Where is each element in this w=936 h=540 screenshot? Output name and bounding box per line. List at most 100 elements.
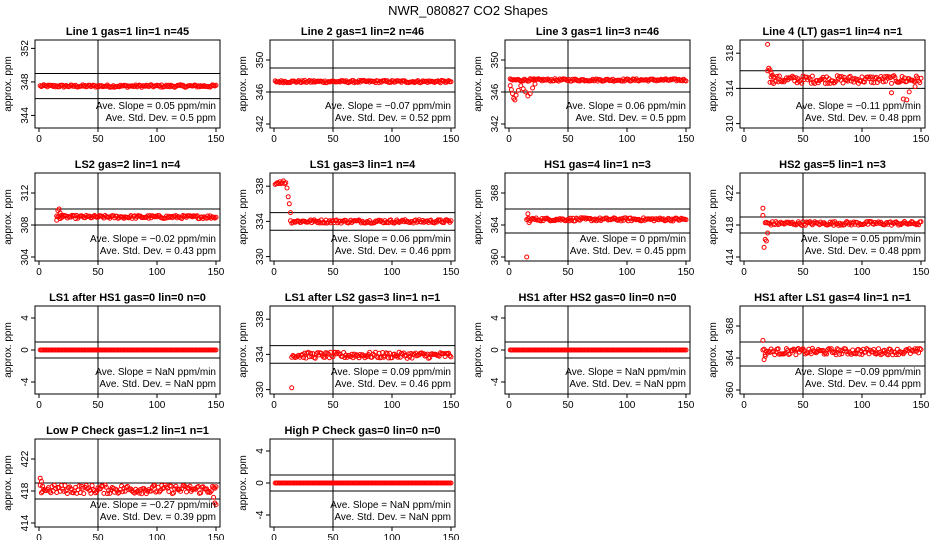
panel-3: Line 3 gas=1 lin=3 n=46 approx. ppm 0 50 100… bbox=[473, 26, 695, 145]
data-point bbox=[518, 83, 524, 89]
data-point bbox=[213, 502, 219, 508]
data-point bbox=[683, 347, 689, 353]
data-point bbox=[887, 75, 893, 81]
average-slope-text: Ave. Slope = 0 ppm/min bbox=[580, 234, 686, 245]
data-point bbox=[76, 483, 82, 489]
y-axis-label: approx. ppm bbox=[3, 189, 14, 245]
panel-title: LS1 gas=3 lin=1 n=4 bbox=[310, 159, 416, 171]
y-tick-label: 0 bbox=[255, 480, 266, 486]
data-point bbox=[841, 74, 847, 80]
data-point bbox=[762, 353, 768, 359]
x-tick-label: 50 bbox=[797, 134, 809, 145]
data-point bbox=[134, 489, 140, 495]
data-point bbox=[824, 351, 830, 357]
data-point bbox=[139, 491, 145, 497]
y-tick-label: 0 bbox=[490, 347, 501, 353]
data-point bbox=[867, 74, 873, 80]
data-point bbox=[312, 355, 318, 361]
x-tick-label: 100 bbox=[854, 400, 871, 411]
panel-title: LS1 after LS2 gas=3 lin=1 n=1 bbox=[285, 292, 441, 304]
x-tick-label: 50 bbox=[562, 267, 574, 278]
panel-6: LS1 gas=3 lin=1 n=4 approx. ppm 0 50 100 150 3… bbox=[238, 159, 460, 278]
data-point bbox=[904, 97, 910, 103]
data-point bbox=[910, 77, 916, 83]
data-point bbox=[135, 488, 141, 494]
data-point bbox=[330, 354, 336, 360]
data-point bbox=[66, 485, 71, 491]
data-point bbox=[513, 92, 519, 98]
data-point bbox=[916, 350, 922, 356]
y-tick-label: -4 bbox=[255, 510, 266, 519]
y-tick-label: 342 bbox=[490, 115, 501, 132]
data-point bbox=[825, 80, 831, 86]
average-std-dev-text: Ave. Std. Dev. = NaN ppm bbox=[569, 379, 686, 390]
x-tick-label: 0 bbox=[271, 533, 277, 540]
average-std-dev-text: Ave. Std. Dev. = 0.5 ppm bbox=[575, 113, 686, 124]
panel-title: HS1 gas=4 lin=1 n=3 bbox=[544, 159, 651, 171]
x-tick-label: 150 bbox=[208, 134, 225, 145]
y-tick-label: 360 bbox=[725, 381, 736, 398]
x-tick-label: 100 bbox=[619, 267, 636, 278]
data-point bbox=[341, 350, 347, 355]
x-tick-label: 0 bbox=[36, 267, 42, 278]
x-tick-label: 100 bbox=[384, 400, 401, 411]
data-point bbox=[760, 205, 766, 211]
data-point bbox=[835, 347, 841, 353]
panel-8: HS2 gas=5 lin=1 n=3 approx. ppm 0 50 100 150 4… bbox=[708, 159, 930, 278]
x-tick-label: 0 bbox=[741, 134, 747, 145]
data-point bbox=[103, 484, 109, 490]
data-point bbox=[904, 347, 910, 352]
y-axis-label: approx. ppm bbox=[473, 189, 484, 245]
data-point bbox=[71, 213, 77, 219]
data-point bbox=[802, 351, 808, 357]
average-slope-text: Ave. Slope = 0.09 ppm/min bbox=[331, 367, 451, 378]
data-point bbox=[322, 354, 328, 360]
data-point bbox=[448, 79, 454, 85]
panel-14: High P Check gas=0 lin=0 n=0 approx. ppm 0… bbox=[238, 425, 460, 540]
average-slope-text: Ave. Slope = −0.11 ppm/min bbox=[796, 101, 921, 112]
data-point bbox=[446, 78, 452, 84]
data-point bbox=[793, 352, 799, 358]
data-point bbox=[889, 80, 894, 86]
x-tick-label: 100 bbox=[149, 533, 166, 540]
data-point bbox=[773, 349, 779, 355]
x-tick-label: 100 bbox=[149, 134, 166, 145]
y-axis-label: approx. ppm bbox=[708, 189, 719, 245]
data-point bbox=[447, 353, 453, 359]
data-point bbox=[538, 218, 544, 224]
y-axis-label: approx. ppm bbox=[238, 189, 249, 245]
y-tick-label: 4 bbox=[255, 448, 266, 454]
data-point bbox=[58, 212, 64, 218]
data-point bbox=[852, 76, 858, 82]
x-tick-label: 50 bbox=[327, 533, 339, 540]
y-axis-label: approx. ppm bbox=[473, 56, 484, 112]
data-point bbox=[907, 351, 913, 356]
data-point bbox=[763, 238, 769, 244]
data-point bbox=[913, 222, 919, 228]
average-std-dev-text: Ave. Std. Dev. = 0.46 ppm bbox=[335, 246, 451, 257]
data-point bbox=[771, 74, 776, 80]
data-point bbox=[782, 77, 788, 83]
data-point bbox=[532, 81, 538, 87]
data-point bbox=[911, 348, 917, 354]
y-tick-label: 346 bbox=[255, 83, 266, 100]
panel-title: Line 1 gas=1 lin=1 n=45 bbox=[66, 26, 189, 38]
data-point bbox=[520, 86, 526, 92]
data-point bbox=[767, 67, 773, 73]
x-tick-label: 100 bbox=[384, 134, 401, 145]
y-axis-label: approx. ppm bbox=[3, 322, 14, 378]
x-tick-label: 0 bbox=[506, 400, 512, 411]
x-tick-label: 100 bbox=[149, 400, 166, 411]
y-tick-label: 314 bbox=[725, 80, 736, 97]
data-point bbox=[104, 491, 110, 497]
x-tick-label: 50 bbox=[327, 267, 339, 278]
y-tick-label: 344 bbox=[20, 107, 31, 124]
data-point bbox=[305, 349, 311, 355]
y-tick-label: 360 bbox=[490, 248, 501, 265]
x-tick-label: 150 bbox=[208, 400, 225, 411]
data-point bbox=[448, 480, 454, 486]
y-axis-label: approx. ppm bbox=[473, 322, 484, 378]
data-point bbox=[865, 347, 871, 353]
x-tick-label: 0 bbox=[506, 134, 512, 145]
y-tick-label: 308 bbox=[20, 216, 31, 233]
